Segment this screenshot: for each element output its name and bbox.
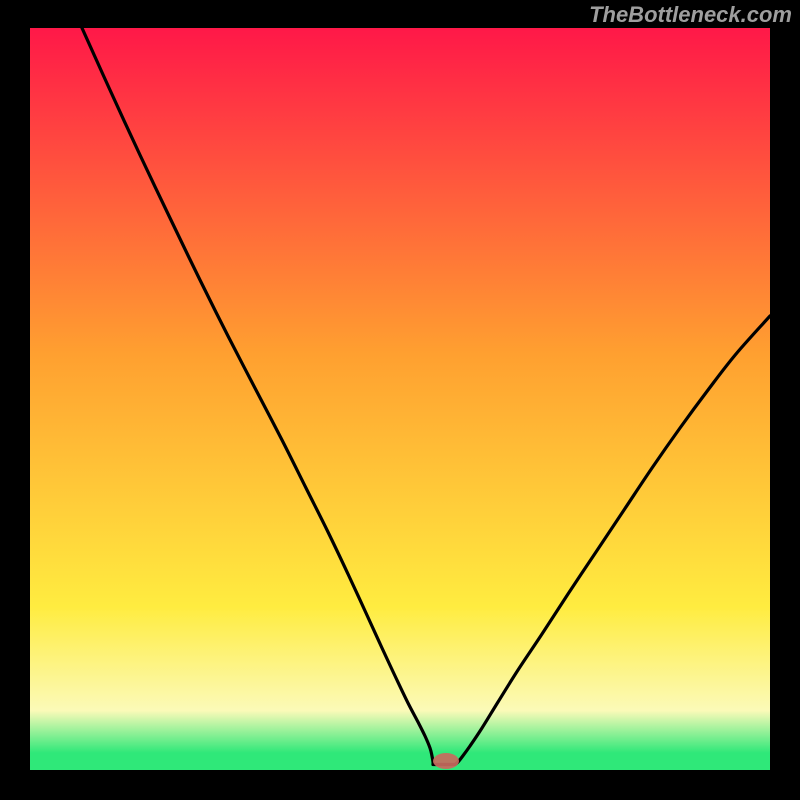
bottleneck-chart: TheBottleneck.com — [0, 0, 800, 800]
frame-left — [0, 0, 30, 800]
watermark: TheBottleneck.com — [589, 2, 792, 27]
min-marker — [433, 753, 459, 769]
frame-bottom — [0, 770, 800, 800]
chart-stage: TheBottleneck.com — [0, 0, 800, 800]
gradient-background — [30, 28, 770, 770]
frame-right — [770, 0, 800, 800]
